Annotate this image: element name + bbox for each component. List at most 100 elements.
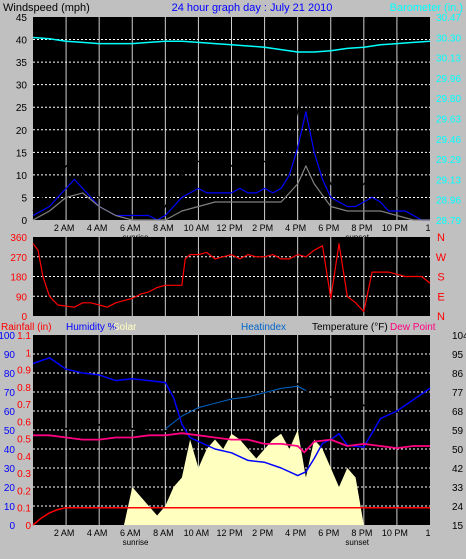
x-tick-label: 6 AM [120, 223, 141, 233]
chart-title: 24 hour graph day : July 21 2010 [172, 2, 333, 14]
x-tick-label: 6 PM [318, 223, 339, 233]
x-tick-label: 8 PM [351, 528, 372, 538]
series-gust [32, 70, 430, 217]
x-tick-label: 12 PM [216, 528, 242, 538]
x-tick-label: 8 PM [351, 223, 372, 233]
y-tick-label-rain: 0.9 [17, 366, 31, 377]
y2-tick-label: 28.79 [436, 216, 461, 227]
x-tick-label: 4 PM [285, 223, 306, 233]
series-solar [33, 430, 430, 525]
legend-label: Humidity % [66, 322, 117, 333]
y2-tick-label: 29.29 [436, 155, 461, 166]
y-tick-label-rain: 1.1 [17, 331, 31, 342]
y2-tick-label: 29.63 [436, 115, 461, 126]
y-tick-label: 270 [10, 253, 27, 264]
legend-label: Dew Point [390, 322, 436, 333]
x-tick-label: 8 AM [153, 528, 174, 538]
x-tick-label: 12 PM [216, 223, 242, 233]
y-tick-label-humidity: 80 [4, 369, 16, 380]
x-tick-label: 2 AM [54, 528, 75, 538]
y2-tick-label: 42 [452, 464, 464, 475]
y2-tick-label: 77 [452, 388, 464, 399]
y-tick-label-humidity: 100 [0, 331, 15, 342]
series-temperature [32, 381, 431, 433]
y-tick-label-rain: 0.7 [17, 400, 31, 411]
y2-tick-label: 59 [452, 426, 464, 437]
series-barometer [32, 36, 431, 53]
x-tick-label: 10 PM [382, 528, 408, 538]
y-tick-label-rain: 0.1 [17, 504, 31, 515]
x-tick-label: 8 AM [153, 223, 174, 233]
compass-label: E [437, 291, 444, 303]
y2-tick-label: 29.13 [436, 175, 461, 186]
compass-label: W [436, 252, 447, 264]
y2-tick-label: 30.30 [436, 33, 461, 44]
y-tick-label-humidity: 30 [4, 464, 16, 475]
y-tick-label: 180 [10, 273, 27, 284]
y-tick-label: 35 [16, 58, 28, 69]
y-tick-label: 30 [16, 81, 28, 92]
y-tick-label-rain: 0.6 [17, 417, 31, 428]
sunset-label: sunset [345, 538, 369, 547]
y-tick-label: 360 [10, 233, 27, 244]
x-tick-label: 6 PM [318, 528, 339, 538]
y-tick-label-rain: 0.5 [17, 435, 31, 446]
y-tick-label: 90 [16, 292, 28, 303]
y2-tick-label: 86 [452, 369, 464, 380]
legend-label: Solar [113, 322, 137, 333]
y-tick-label-rain: 1 [25, 348, 31, 359]
y2-tick-label: 104 [452, 331, 466, 342]
y-tick-label: 40 [16, 36, 28, 47]
y-tick-label: 15 [16, 148, 28, 159]
y2-tick-label: 50 [452, 445, 464, 456]
x-tick-label: 2 PM [252, 528, 273, 538]
y-tick-label-humidity: 40 [4, 445, 16, 456]
y2-tick-label: 28.96 [436, 196, 461, 207]
y2-tick-label: 33 [452, 483, 464, 494]
y-tick-label-humidity: 70 [4, 388, 16, 399]
x-tick-label: 6 AM [120, 528, 141, 538]
y2-tick-label: 24 [452, 502, 464, 513]
x-tick-label: 4 PM [285, 528, 306, 538]
y-tick-label: 0 [21, 216, 27, 227]
y-tick-label-humidity: 90 [4, 350, 16, 361]
right-axis-label: Barometer (in.) [390, 2, 463, 14]
y-tick-label-humidity: 60 [4, 407, 16, 418]
x-tick-label: 2 PM [252, 223, 273, 233]
legend-label: Heatindex [241, 322, 286, 333]
y2-tick-label: 30.47 [436, 13, 461, 24]
compass-label: S [437, 272, 444, 284]
x-tick-label: 4 AM [87, 223, 108, 233]
series-rainfall [32, 506, 430, 526]
x-tick-label: 10 AM [184, 223, 210, 233]
y-tick-label: 5 [21, 193, 27, 204]
y-tick-label-humidity: 50 [4, 426, 16, 437]
y-tick-label: 10 [16, 171, 28, 182]
legend-label: Temperature (°F) [312, 322, 388, 333]
y-tick-label-rain: 0.2 [17, 486, 31, 497]
y-tick-label-rain: 0.8 [17, 383, 31, 394]
y2-tick-label: 30.13 [436, 54, 461, 65]
y-tick-label-humidity: 0 [9, 521, 15, 532]
y-tick-label: 20 [16, 126, 28, 137]
x-tick-label: 2 AM [54, 223, 75, 233]
series-heatindex [164, 385, 307, 430]
series-dew-point [33, 432, 430, 454]
y2-tick-label: 68 [452, 407, 464, 418]
sunrise-label: sunrise [123, 538, 149, 547]
wind-barometer-panel: 0 5 10 15 20 25 30 35 40 45 28.79 28.96 29.13 29.29 29… [3, 2, 463, 242]
y2-tick-label: 29.46 [436, 135, 461, 146]
y-tick-label-rain: 0.3 [17, 469, 31, 480]
series-wind-direction [32, 243, 431, 313]
y-tick-label-rain: 0 [25, 521, 31, 532]
y2-tick-label: 95 [452, 350, 464, 361]
y2-tick-label: 15 [452, 521, 464, 532]
y-tick-label-humidity: 10 [4, 502, 16, 513]
x-tick-label: 10 AM [184, 528, 210, 538]
y-tick-label: 25 [16, 103, 28, 114]
left-axis-label: Windspeed (mph) [3, 2, 90, 14]
x-tick-label: 10 PM [382, 223, 408, 233]
x-tick-label: 1 [425, 223, 430, 233]
